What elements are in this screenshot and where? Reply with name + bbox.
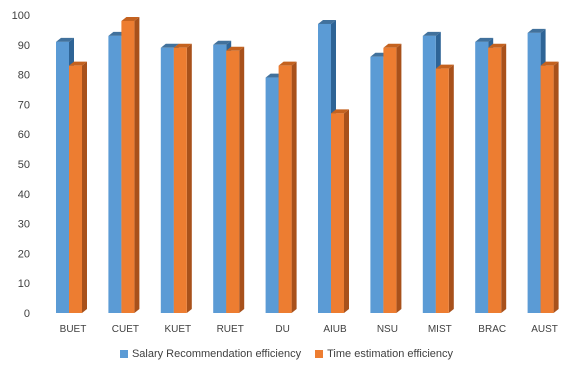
bar — [69, 65, 82, 313]
bar-top — [318, 19, 336, 24]
bar-side — [134, 16, 140, 314]
x-tick-label: NSU — [377, 324, 398, 335]
bar-top — [160, 43, 179, 48]
legend-item-salary: Salary Recommendation efficiency — [119, 348, 302, 360]
bar-side — [291, 61, 297, 313]
x-tick-label: BRAC — [478, 324, 506, 335]
bar — [540, 65, 554, 313]
bar — [213, 44, 227, 314]
bar-top — [527, 28, 546, 33]
legend-label-time: Time estimation efficiency — [327, 348, 454, 360]
y-tick-label: 20 — [18, 248, 30, 260]
bar-top — [331, 109, 349, 114]
bar — [383, 47, 397, 313]
y-tick-label: 0 — [24, 308, 30, 320]
bar — [318, 23, 331, 313]
x-tick-label: MIST — [428, 324, 452, 335]
x-tick-label: CUET — [112, 324, 139, 335]
bar-top — [213, 40, 232, 45]
bar-top — [475, 37, 494, 42]
bar-top — [422, 31, 441, 36]
x-tick-label: AIUB — [323, 324, 347, 335]
bar — [370, 56, 384, 313]
bar — [422, 35, 436, 314]
y-tick-label: 10 — [18, 278, 30, 290]
x-tick-label: BUET — [60, 324, 87, 335]
bar — [121, 20, 135, 314]
bar-side — [501, 43, 507, 313]
legend: Salary Recommendation efficiency Time es… — [0, 346, 573, 362]
bar-top — [173, 43, 192, 48]
y-tick-label: 60 — [18, 129, 30, 141]
chart-plot: 0 10 20 30 40 50 60 70 80 90 100 BUET CUET KUET RUET DU… — [12, 10, 559, 335]
bar-top — [383, 43, 402, 48]
bar-side — [82, 61, 87, 313]
bar-top — [435, 64, 454, 69]
bar-top — [540, 61, 559, 66]
bar-top — [226, 46, 245, 51]
bar-top — [488, 43, 507, 48]
bar-top — [121, 16, 140, 21]
bar-top — [69, 61, 87, 66]
y-tick-label: 40 — [18, 189, 30, 201]
bar — [265, 77, 279, 313]
bar — [488, 47, 502, 313]
bar — [108, 35, 122, 314]
y-tick-label: 50 — [18, 159, 30, 171]
legend-item-time: Time estimation efficiency — [315, 348, 453, 360]
bar-side — [239, 46, 245, 313]
bar — [278, 65, 292, 313]
y-tick-label: 80 — [18, 70, 30, 82]
bar — [331, 113, 344, 313]
bar-top — [278, 61, 297, 66]
bar — [527, 32, 541, 313]
y-tick-label: 100 — [12, 10, 30, 22]
x-tick-label: RUET — [217, 324, 244, 335]
y-tick-label: 30 — [18, 219, 30, 231]
bar — [173, 47, 187, 313]
legend-swatch-salary — [119, 350, 128, 358]
bar — [56, 41, 69, 313]
bar-side — [344, 109, 349, 313]
legend-label-salary: Salary Recommendation efficiency — [131, 348, 302, 360]
bar — [226, 50, 240, 313]
bar — [160, 47, 174, 313]
bar-side — [186, 43, 192, 313]
bar-side — [553, 61, 559, 313]
legend-swatch-time — [315, 350, 324, 358]
x-tick-label: DU — [275, 324, 289, 335]
bar — [435, 68, 449, 313]
y-tick-label: 70 — [18, 99, 30, 111]
x-tick-label: KUET — [164, 324, 191, 335]
x-tick-label: AUST — [531, 324, 558, 335]
bar-top — [56, 37, 74, 42]
bar — [475, 41, 489, 313]
y-tick-label: 90 — [18, 40, 30, 52]
bar-side — [396, 43, 402, 313]
bar-side — [448, 64, 454, 313]
